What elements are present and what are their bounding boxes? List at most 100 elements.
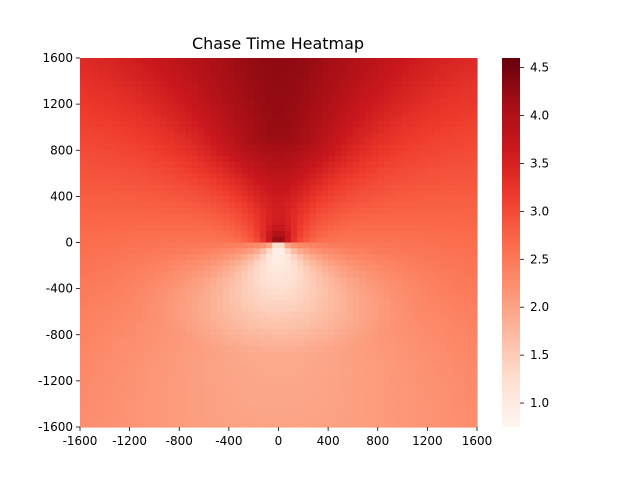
heatmap-cell xyxy=(104,230,112,238)
heatmap-cell xyxy=(92,184,100,192)
heatmap-cell xyxy=(129,92,137,99)
heatmap-cell xyxy=(402,63,410,71)
heatmap-cell xyxy=(464,248,472,255)
heatmap-cell xyxy=(222,121,230,128)
heatmap-cell xyxy=(142,317,149,324)
heatmap-cell xyxy=(216,380,224,388)
heatmap-cell xyxy=(154,161,162,169)
heatmap-cell xyxy=(210,328,218,336)
heatmap-cell xyxy=(340,138,348,146)
heatmap-cell xyxy=(86,386,93,394)
heatmap-cell xyxy=(359,225,366,232)
heatmap-cell xyxy=(272,219,280,226)
heatmap-cell xyxy=(408,421,416,428)
heatmap-cell xyxy=(290,346,298,353)
heatmap-cell xyxy=(464,138,472,146)
heatmap-cell xyxy=(228,265,236,272)
heatmap-cell xyxy=(179,179,187,186)
heatmap-cell xyxy=(414,311,422,319)
heatmap-cell xyxy=(278,294,286,301)
heatmap-cell xyxy=(129,328,137,336)
heatmap-cell xyxy=(334,346,342,353)
heatmap-cell xyxy=(80,392,87,399)
heatmap-cell xyxy=(222,63,230,71)
heatmap-cell xyxy=(328,98,335,105)
heatmap-cell xyxy=(402,144,410,151)
heatmap-cell xyxy=(160,300,168,307)
heatmap-cell xyxy=(284,300,292,307)
heatmap-cell xyxy=(390,421,397,428)
heatmap-cell xyxy=(452,98,459,105)
heatmap-cell xyxy=(235,115,242,123)
heatmap-cell xyxy=(377,196,385,203)
heatmap-cell xyxy=(86,288,93,295)
heatmap-cell xyxy=(92,363,100,370)
heatmap-cell xyxy=(185,363,193,370)
heatmap-cell xyxy=(334,392,342,399)
heatmap-cell xyxy=(222,409,230,417)
heatmap-cell xyxy=(135,207,143,215)
x-tick-label: -400 xyxy=(215,434,242,448)
heatmap-cell xyxy=(458,392,466,399)
heatmap-cell xyxy=(117,196,125,203)
heatmap-cell xyxy=(135,219,143,226)
heatmap-cell xyxy=(160,167,168,174)
heatmap-cell xyxy=(408,346,416,353)
heatmap-cell xyxy=(129,161,137,169)
heatmap-cell xyxy=(309,340,317,347)
heatmap-cell xyxy=(309,311,317,319)
heatmap-cell xyxy=(352,403,360,411)
heatmap-cell xyxy=(148,392,156,399)
heatmap-cell xyxy=(104,282,112,290)
heatmap-cell xyxy=(235,254,242,261)
heatmap-cell xyxy=(377,230,385,238)
heatmap-cell xyxy=(303,265,311,272)
heatmap-cell xyxy=(414,403,422,411)
heatmap-cell xyxy=(303,254,311,261)
heatmap-cell xyxy=(253,207,261,215)
heatmap-cell xyxy=(321,138,329,146)
heatmap-cell xyxy=(458,254,466,261)
heatmap-cell xyxy=(160,311,168,319)
heatmap-cell xyxy=(160,242,168,249)
heatmap-cell xyxy=(173,277,180,284)
heatmap-cell xyxy=(390,300,397,307)
heatmap-cell xyxy=(123,207,131,215)
heatmap-cell xyxy=(210,236,218,244)
heatmap-cell xyxy=(433,317,441,324)
heatmap-cell xyxy=(328,334,335,342)
heatmap-cell xyxy=(396,317,404,324)
heatmap-cell xyxy=(340,352,348,359)
heatmap-cell xyxy=(309,92,317,99)
heatmap-cell xyxy=(80,213,87,221)
heatmap-cell xyxy=(216,92,224,99)
heatmap-cell xyxy=(148,104,156,111)
heatmap-cell xyxy=(241,225,249,232)
heatmap-cell xyxy=(191,259,199,267)
heatmap-cell xyxy=(408,150,416,157)
heatmap-cell xyxy=(222,392,230,399)
heatmap-cell xyxy=(352,380,360,388)
heatmap-cell xyxy=(464,127,472,134)
heatmap-cell xyxy=(445,300,453,307)
heatmap-cell xyxy=(148,150,156,157)
heatmap-cell xyxy=(414,248,422,255)
heatmap-cell xyxy=(80,156,87,163)
heatmap-cell xyxy=(458,213,466,221)
heatmap-cell xyxy=(104,207,112,215)
heatmap-cell xyxy=(377,380,385,388)
heatmap-cell xyxy=(80,398,87,405)
heatmap-cell xyxy=(179,63,187,71)
heatmap-cell xyxy=(328,196,335,203)
heatmap-cell xyxy=(241,282,249,290)
heatmap-cell xyxy=(191,352,199,359)
heatmap-cell xyxy=(303,236,311,244)
heatmap-cell xyxy=(303,311,311,319)
heatmap-cell xyxy=(309,156,317,163)
heatmap-cell xyxy=(439,144,447,151)
heatmap-cell xyxy=(204,271,211,278)
heatmap-cell xyxy=(421,236,428,244)
heatmap-cell xyxy=(408,132,416,140)
heatmap-cell xyxy=(402,340,410,347)
heatmap-cell xyxy=(445,179,453,186)
